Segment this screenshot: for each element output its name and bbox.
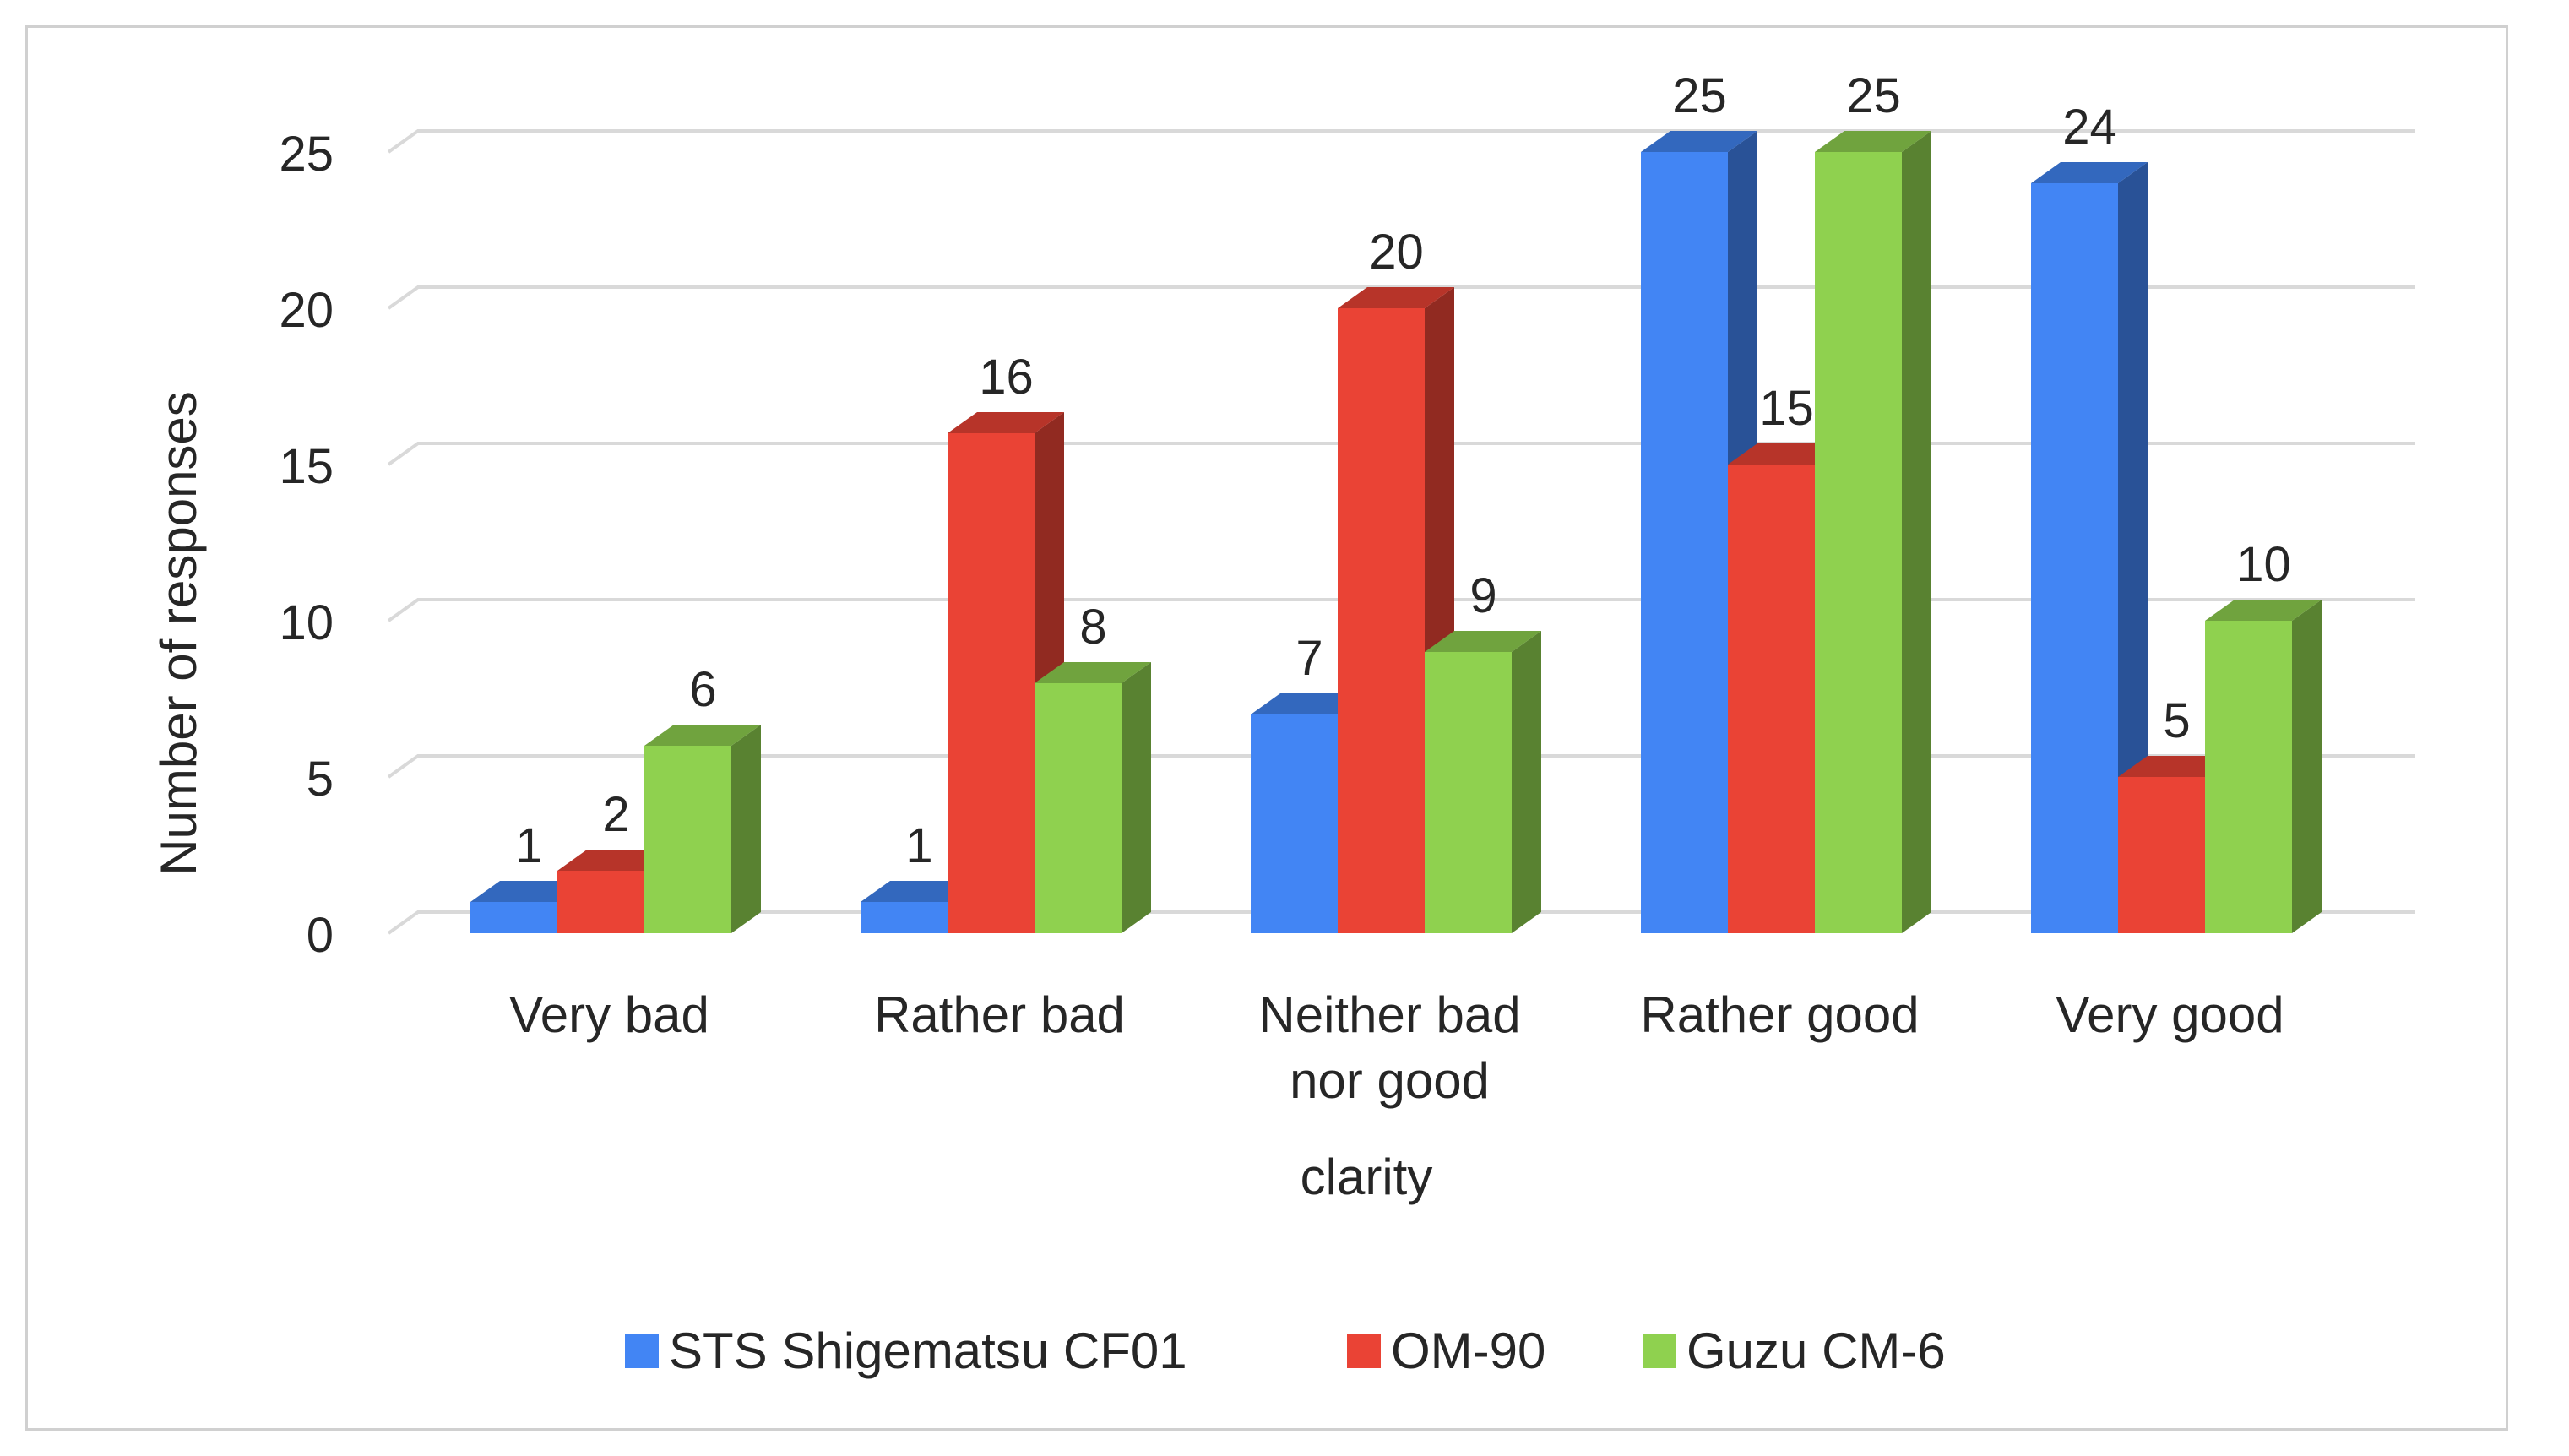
bar-front	[2118, 777, 2205, 933]
bar	[2205, 600, 2322, 933]
data-label: 6	[689, 662, 716, 717]
data-label: 2	[602, 787, 629, 842]
bar-top	[2031, 162, 2148, 183]
legend: STS Shigematsu CF01 OM-90 Guzu CM-6	[625, 1323, 1946, 1379]
x-tick-label: Rather bad	[874, 986, 1125, 1043]
bars: 1 2 6 1 16 8 7 20 9 25 15 25 24 5 10	[470, 68, 2322, 933]
bar-top	[1338, 287, 1454, 308]
data-label: 5	[2163, 693, 2190, 748]
data-label: 20	[1369, 225, 1424, 280]
y-tick-label: 0	[307, 908, 334, 963]
data-label: 25	[1846, 68, 1901, 123]
bar-side	[2118, 162, 2148, 933]
bar-front	[1425, 652, 1512, 933]
bar	[2031, 162, 2148, 933]
data-label: 8	[1079, 600, 1106, 655]
legend-item: Guzu CM-6	[1643, 1323, 1946, 1379]
bar-top	[1035, 662, 1151, 683]
y-axis-title: Number of responses	[150, 391, 207, 876]
x-tick-label: Very bad	[509, 986, 709, 1043]
data-label: 10	[2236, 537, 2291, 592]
data-label: 15	[1759, 381, 1814, 436]
bar	[1815, 131, 1931, 933]
bar-side	[1122, 662, 1151, 933]
legend-swatch	[1643, 1334, 1676, 1368]
bar-side	[1902, 131, 1931, 933]
bar-top	[1815, 131, 1931, 152]
x-axis-title: clarity	[1301, 1149, 1433, 1205]
x-tick-label: Neither bad	[1258, 986, 1520, 1043]
x-tick-label: Very good	[2056, 986, 2284, 1043]
legend-label: Guzu CM-6	[1686, 1323, 1946, 1379]
y-tick-label: 25	[279, 127, 334, 182]
data-label: 25	[1672, 68, 1727, 123]
legend-item: STS Shigematsu CF01	[625, 1323, 1187, 1379]
y-tick-label: 5	[307, 752, 334, 807]
bar	[1035, 662, 1151, 933]
bar-top	[1425, 631, 1541, 652]
y-tick-label: 10	[279, 595, 334, 650]
bar-side	[2292, 600, 2322, 933]
legend-label: OM-90	[1391, 1323, 1545, 1379]
data-label: 24	[2062, 100, 2117, 155]
bar-top	[2205, 600, 2322, 621]
bar-front	[948, 433, 1035, 933]
y-tick-labels: 0 5 10 15 20 25	[279, 127, 334, 963]
bar-front	[2031, 183, 2118, 933]
bar-front	[470, 902, 557, 933]
bar-front	[1338, 308, 1425, 933]
x-tick-label: nor good	[1290, 1052, 1490, 1109]
bar-front	[644, 746, 731, 933]
legend-label: STS Shigematsu CF01	[669, 1323, 1187, 1379]
x-tick-labels: Very bad Rather bad Neither bad nor good Rat…	[509, 986, 2284, 1109]
data-label: 9	[1469, 568, 1496, 623]
legend-item: OM-90	[1347, 1323, 1545, 1379]
x-tick-label: Rather good	[1640, 986, 1919, 1043]
bar-front	[1641, 152, 1728, 933]
bar-side	[731, 725, 761, 933]
bar	[1425, 631, 1541, 933]
y-tick-label: 15	[279, 439, 334, 494]
legend-swatch	[625, 1334, 659, 1368]
data-label: 1	[905, 818, 932, 873]
data-label: 16	[979, 350, 1034, 405]
bar-top	[948, 412, 1064, 433]
bar-side	[1512, 631, 1541, 933]
y-tick-label: 20	[279, 283, 334, 338]
bar-front	[2205, 621, 2292, 933]
bar-front	[1251, 714, 1338, 933]
bar-front	[557, 871, 644, 933]
data-label: 1	[515, 818, 542, 873]
bar-front	[861, 902, 948, 933]
bar	[644, 725, 761, 933]
bar-top	[1641, 131, 1757, 152]
bar-front	[1815, 152, 1902, 933]
data-label: 7	[1295, 631, 1323, 686]
legend-swatch	[1347, 1334, 1381, 1368]
bar-front	[1035, 683, 1122, 933]
bar-top	[644, 725, 761, 746]
bar-front	[1728, 465, 1815, 933]
